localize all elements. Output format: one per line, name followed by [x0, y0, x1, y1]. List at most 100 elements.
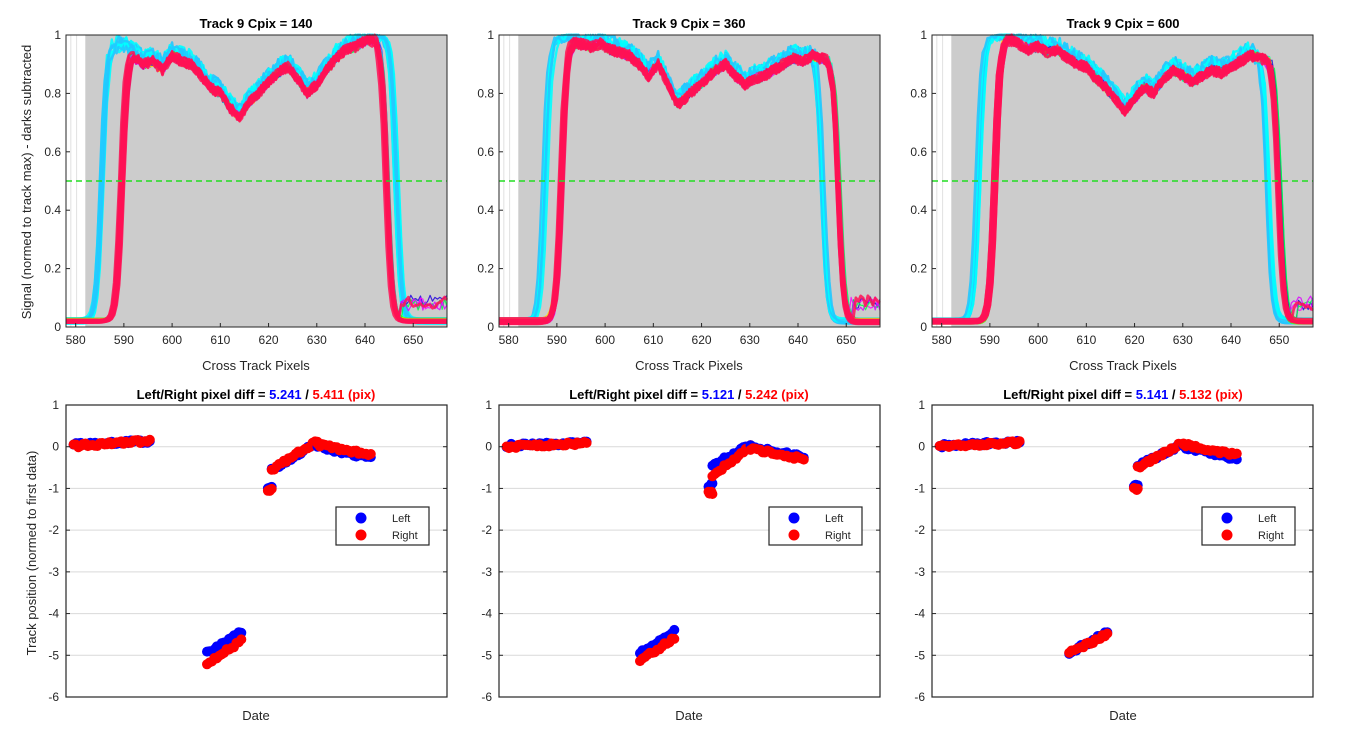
x-axis-label: Cross Track Pixels: [1069, 358, 1177, 373]
profile-panel-cpix-600: Track 9 Cpix = 600 Cross Track Pixels 58…: [910, 16, 1314, 373]
panel-title: Left/Right pixel diff = 5.121 / 5.242 (p…: [569, 387, 809, 402]
y-tick-label: 1: [920, 28, 927, 42]
y-tick-label: 0.8: [44, 86, 61, 100]
y-tick-label: -5: [48, 648, 59, 662]
y-tick-label: -2: [481, 523, 492, 537]
x-axis-label: Date: [675, 708, 702, 723]
x-tick-label: 580: [932, 333, 952, 347]
y-tick-label: 0.2: [44, 262, 61, 276]
x-tick-label: 600: [1028, 333, 1048, 347]
x-tick-label: 650: [403, 333, 423, 347]
title-left-value: 5.141: [1136, 387, 1169, 402]
right-point: [1132, 483, 1143, 494]
title-left-value: 5.121: [702, 387, 735, 402]
right-point: [365, 449, 376, 459]
curve-group: [66, 33, 449, 325]
y-tick-label: 0.8: [477, 86, 494, 100]
title-prefix: Left/Right pixel diff =: [569, 387, 702, 402]
panel-title: Track 9 Cpix = 600: [1066, 16, 1179, 31]
y-tick-label: -4: [481, 607, 492, 621]
y-tick-label: 0.2: [910, 262, 927, 276]
right-point: [1014, 436, 1025, 447]
y-tick-label: -2: [48, 523, 59, 537]
plot-area: [499, 405, 880, 697]
y-tick-label: 0: [918, 440, 925, 454]
x-tick-label: 650: [836, 333, 856, 347]
y-tick-label: 0.8: [910, 86, 927, 100]
right-point: [144, 434, 155, 445]
x-tick-label: 630: [307, 333, 327, 347]
signal-curve: [499, 36, 880, 325]
right-point: [1231, 448, 1242, 459]
y-axis-label: Track position (normed to first data): [24, 451, 39, 656]
legend-label-left: Left: [825, 513, 843, 525]
panel-title: Track 9 Cpix = 140: [199, 16, 312, 31]
right-point: [236, 634, 247, 645]
axes-box: [498, 34, 881, 328]
signal-curve: [66, 34, 447, 324]
y-tick-label: 0.4: [44, 203, 61, 217]
right-point: [707, 489, 718, 499]
x-tick-label: 650: [1269, 333, 1289, 347]
legend-marker-left: [788, 512, 800, 524]
x-tick-label: 590: [980, 333, 1000, 347]
legend-marker-right: [788, 529, 800, 541]
x-axis-label: Cross Track Pixels: [635, 358, 743, 373]
title-right-value: 5.242 (pix): [745, 387, 809, 402]
points-group: [68, 434, 376, 670]
axes-box: [65, 34, 448, 328]
left-point: [707, 478, 718, 489]
right-point: [1102, 628, 1113, 639]
legend: Left Right: [335, 506, 430, 546]
legend-label-left: Left: [1258, 513, 1276, 525]
title-right-value: 5.132 (pix): [1179, 387, 1243, 402]
x-axis-label: Date: [242, 708, 269, 723]
legend-label-left: Left: [392, 513, 410, 525]
y-tick-label: -3: [481, 565, 492, 579]
y-axis-label: Signal (normed to track max) - darks sub…: [19, 45, 34, 320]
x-tick-label: 610: [210, 333, 230, 347]
legend-box: [1201, 506, 1296, 546]
right-point: [669, 633, 680, 644]
y-tick-label: 1: [918, 398, 925, 412]
diff-panel-3: Left/Right pixel diff = 5.141 / 5.132 (p…: [914, 387, 1314, 723]
y-tick-label: 0.2: [477, 262, 494, 276]
legend-label-right: Right: [392, 530, 418, 542]
plot-area: [932, 405, 1313, 697]
y-tick-label: 0.6: [477, 145, 494, 159]
profile-panel-cpix-140: Track 9 Cpix = 140 Cross Track Pixels Si…: [19, 16, 449, 373]
y-tick-label: 0: [485, 440, 492, 454]
y-tick-label: -4: [914, 607, 925, 621]
x-tick-label: 580: [499, 333, 519, 347]
x-tick-label: 640: [1221, 333, 1241, 347]
y-tick-label: 1: [487, 28, 494, 42]
y-tick-label: -3: [48, 565, 59, 579]
x-tick-label: 630: [740, 333, 760, 347]
y-tick-label: 0: [54, 320, 61, 334]
title-left-value: 5.241: [269, 387, 302, 402]
x-tick-label: 610: [643, 333, 663, 347]
title-prefix: Left/Right pixel diff =: [137, 387, 270, 402]
legend-label-right: Right: [825, 530, 851, 542]
left-point: [669, 624, 680, 635]
y-tick-label: -5: [481, 648, 492, 662]
diff-panel-1: Left/Right pixel diff = 5.241 / 5.411 (p…: [24, 387, 448, 723]
y-tick-label: 0.4: [910, 203, 927, 217]
y-tick-label: 0.6: [44, 145, 61, 159]
legend-marker-right: [355, 529, 367, 541]
y-tick-label: 1: [52, 398, 59, 412]
y-tick-label: -6: [914, 690, 925, 704]
x-tick-label: 580: [66, 333, 86, 347]
x-axis-label: Cross Track Pixels: [202, 358, 310, 373]
legend-label-right: Right: [1258, 530, 1284, 542]
title-separator: /: [302, 387, 313, 402]
title-prefix: Left/Right pixel diff =: [1003, 387, 1136, 402]
signal-curve: [932, 38, 1313, 324]
x-tick-label: 630: [1173, 333, 1193, 347]
y-tick-label: -5: [914, 648, 925, 662]
x-tick-label: 600: [162, 333, 182, 347]
legend-box: [335, 506, 430, 546]
points-group: [934, 435, 1242, 659]
x-tick-label: 640: [355, 333, 375, 347]
